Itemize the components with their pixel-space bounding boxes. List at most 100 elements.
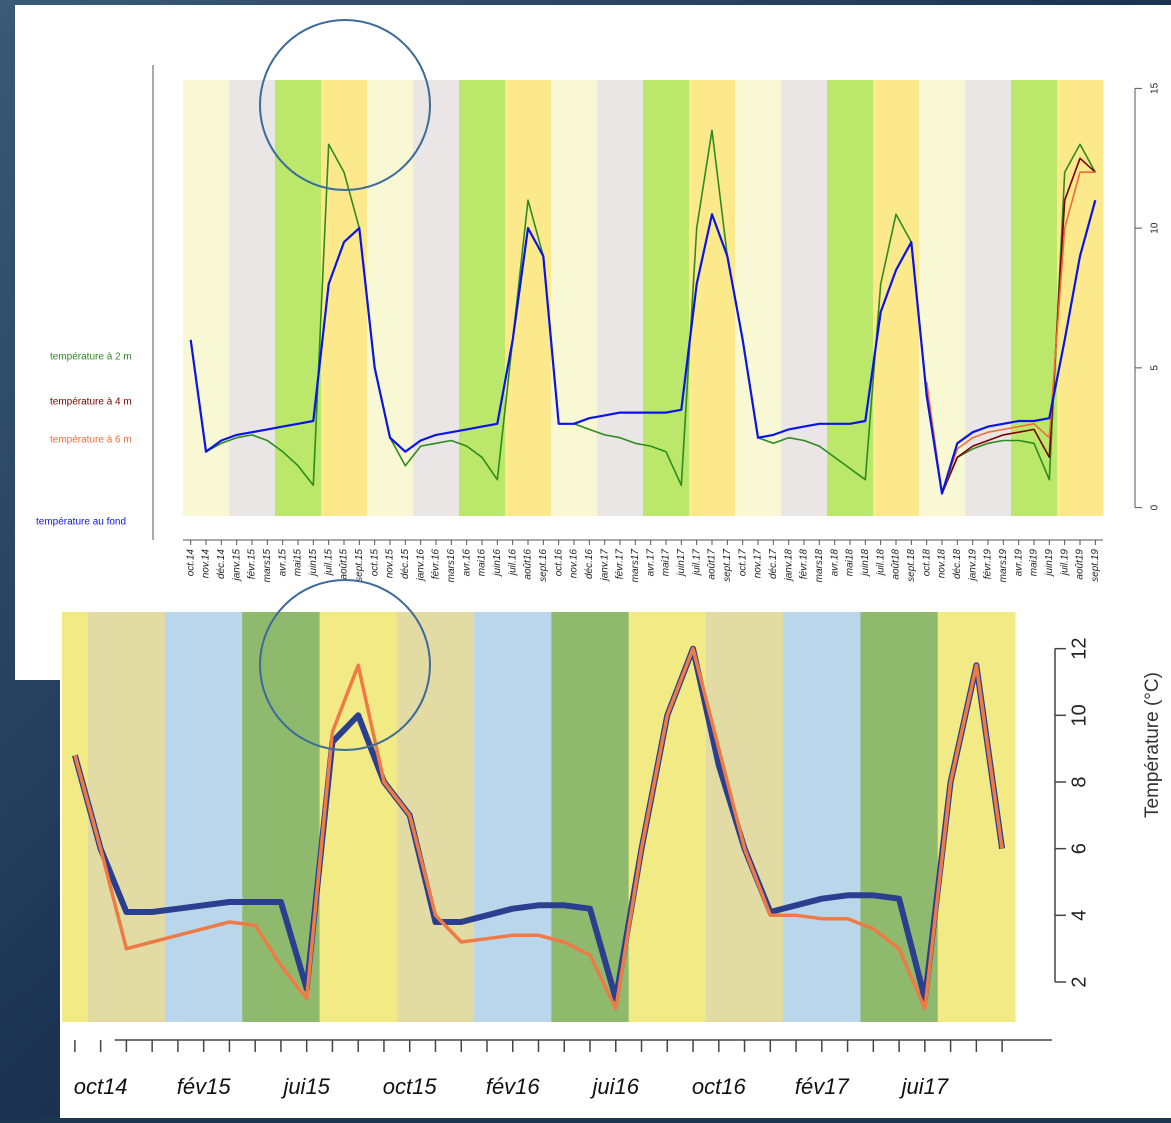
season-band (371, 612, 398, 1022)
season-band (808, 612, 836, 1022)
x-tick-label: oct.14 (185, 549, 196, 577)
x-tick-label: janv.17 (599, 549, 610, 583)
x-tick-label: jui15 (280, 1074, 330, 1099)
season-band (783, 612, 810, 1022)
x-tick-label: nov.14 (201, 549, 212, 579)
season-band (1026, 80, 1043, 516)
x-tick-label: nov.16 (569, 549, 580, 579)
legend-entry: température à 6 m (50, 435, 132, 446)
x-tick-label: fév16 (486, 1074, 541, 1099)
season-band (351, 80, 368, 516)
season-band (705, 612, 733, 1022)
x-tick-label: déc.17 (768, 549, 779, 579)
season-band (229, 80, 245, 516)
season-band (965, 80, 981, 516)
season-band (577, 612, 604, 1022)
season-band (860, 612, 887, 1022)
y-tick-label: 2 (1068, 976, 1090, 987)
y-tick-label: 5 (1150, 365, 1161, 371)
season-band (842, 80, 859, 516)
x-tick-label: janv.19 (967, 549, 978, 583)
season-band (719, 80, 736, 516)
season-band (995, 80, 1012, 516)
season-band (1072, 80, 1089, 516)
y-tick-label: 4 (1068, 910, 1090, 921)
x-tick-label: mai16 (477, 549, 488, 577)
season-band (937, 612, 964, 1022)
x-tick-label: juin18 (860, 549, 871, 578)
season-band (413, 80, 429, 516)
season-band (654, 612, 681, 1022)
x-tick-label: juil.15 (323, 549, 334, 578)
x-tick-label: août19 (1075, 549, 1086, 580)
x-tick-label: août18 (891, 549, 902, 580)
y-tick-label: 8 (1068, 776, 1090, 787)
x-tick-label: nov.15 (385, 549, 396, 579)
x-tick-label: févr.15 (247, 549, 258, 580)
x-tick-label: sept.15 (354, 549, 365, 582)
x-tick-label: juin15 (308, 549, 319, 578)
x-tick-label: déc.15 (400, 549, 411, 579)
x-tick-label: août15 (339, 549, 350, 580)
season-band (781, 80, 797, 516)
legend-entry: température à 2 m (50, 352, 132, 363)
y-tick-label: 0 (1150, 504, 1161, 510)
season-band (1087, 80, 1104, 516)
x-tick-label: avr.18 (829, 549, 840, 577)
x-tick-label: mai19 (1029, 549, 1040, 577)
season-band (113, 612, 140, 1022)
season-band (242, 612, 269, 1022)
highlight-circle (259, 579, 431, 751)
season-band (474, 612, 501, 1022)
x-tick-label: oct.18 (921, 549, 932, 577)
x-tick-label: déc.14 (216, 549, 227, 579)
x-tick-label: nov.18 (937, 549, 948, 579)
x-tick-label: mars19 (998, 549, 1009, 583)
season-band (551, 612, 578, 1022)
x-tick-label: fév17 (795, 1074, 850, 1099)
x-tick-label: oct16 (692, 1074, 747, 1099)
season-band (183, 80, 199, 516)
season-band (934, 80, 951, 516)
season-band (443, 80, 460, 516)
x-tick-label: mars15 (262, 549, 273, 583)
season-band (834, 612, 861, 1022)
season-band (551, 80, 567, 516)
season-band (704, 80, 721, 516)
season-band (213, 80, 230, 516)
season-band (499, 612, 527, 1022)
x-tick-label: mai17 (661, 549, 672, 577)
y-tick-label: 10 (1150, 222, 1161, 234)
season-band (735, 80, 751, 516)
x-tick-label: sept.17 (722, 549, 733, 582)
season-band (244, 80, 261, 516)
series-line (925, 157, 1096, 495)
season-band (382, 80, 399, 516)
legend-entry: température au fond (36, 517, 126, 528)
x-tick-label: mars17 (630, 549, 641, 583)
x-tick-label: mai18 (845, 549, 856, 577)
season-band (520, 80, 537, 516)
x-tick-label: déc.16 (584, 549, 595, 579)
x-tick-label: mars18 (814, 549, 825, 583)
legend-entry: température à 4 m (50, 397, 132, 408)
top-chart: oct.14 nov.14 déc.14 janv.15 févr.15 mars15 av… (36, 65, 1161, 583)
season-band (989, 612, 1016, 1022)
season-band (888, 80, 905, 516)
season-band (305, 80, 322, 516)
series-line (72, 645, 1006, 1002)
season-band (290, 80, 307, 516)
season-band (597, 80, 613, 516)
series-line (189, 199, 1097, 495)
x-tick-label: sept.19 (1090, 549, 1101, 582)
x-tick-label: sept.16 (538, 549, 549, 582)
y-tick-label: 12 (1068, 638, 1090, 660)
season-band (428, 80, 445, 516)
x-tick-label: févr.16 (431, 549, 442, 580)
x-tick-label: juil.16 (507, 549, 518, 578)
season-band (216, 612, 243, 1022)
season-band (757, 612, 784, 1022)
season-band (919, 80, 935, 516)
season-band (397, 80, 414, 516)
